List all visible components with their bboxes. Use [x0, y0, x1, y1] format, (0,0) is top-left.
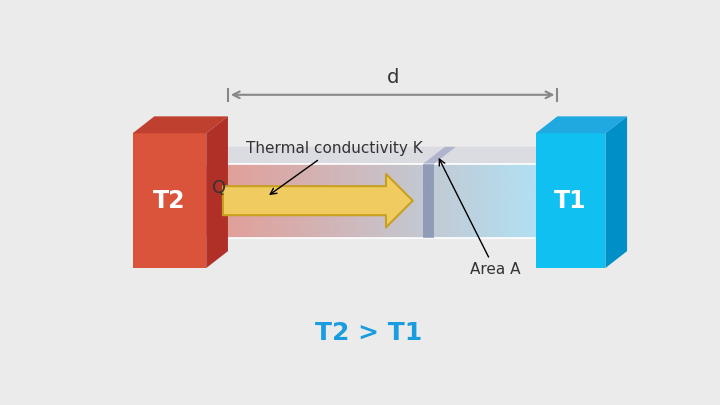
Polygon shape — [132, 116, 228, 133]
Text: Area A: Area A — [439, 159, 521, 277]
Text: T2 > T1: T2 > T1 — [315, 322, 423, 345]
Text: Q: Q — [212, 179, 227, 197]
Polygon shape — [536, 116, 627, 133]
Text: T1: T1 — [554, 189, 587, 213]
Text: Thermal conductivity K: Thermal conductivity K — [246, 141, 423, 194]
Polygon shape — [206, 147, 557, 164]
Polygon shape — [132, 133, 206, 268]
Polygon shape — [206, 116, 228, 268]
Polygon shape — [423, 164, 434, 238]
Text: T2: T2 — [153, 189, 186, 213]
Polygon shape — [536, 133, 606, 268]
Polygon shape — [423, 147, 456, 164]
Text: d: d — [387, 68, 399, 87]
Polygon shape — [606, 116, 627, 268]
